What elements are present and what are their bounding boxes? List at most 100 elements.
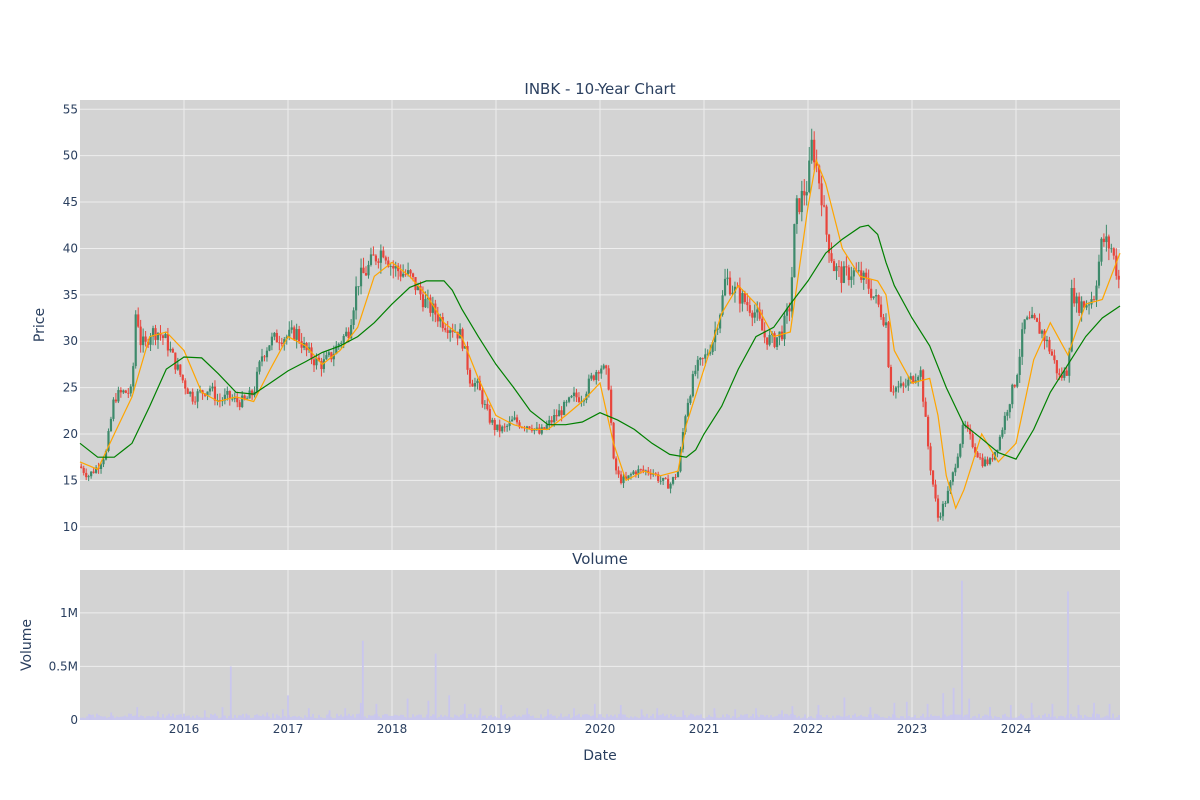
candle-body: [1021, 329, 1024, 357]
candle-body: [538, 427, 541, 434]
volume-bar: [208, 717, 210, 720]
volume-bar: [713, 708, 716, 720]
candle-body: [429, 297, 432, 313]
volume-bar: [388, 715, 390, 720]
candle-body: [922, 370, 925, 402]
candle-body: [936, 498, 940, 518]
candle-body: [1008, 404, 1011, 413]
candle-body: [127, 392, 130, 394]
candle-body: [1117, 275, 1120, 280]
volume-bar: [198, 716, 200, 720]
candle-body: [582, 400, 586, 402]
volume-bar: [786, 714, 788, 720]
candle-body: [818, 165, 821, 184]
volume-bar: [764, 716, 766, 720]
candle-body: [978, 457, 982, 459]
candle-body: [1040, 330, 1044, 334]
volume-bar: [229, 666, 232, 720]
volume-bar: [596, 717, 598, 720]
candle-body: [528, 426, 531, 429]
candle-body: [612, 422, 615, 459]
volume-bar: [314, 718, 316, 720]
volume-bar: [722, 714, 724, 720]
candle-body: [597, 372, 600, 374]
volume-bar: [582, 714, 584, 720]
candle-body: [872, 296, 875, 298]
candle-body: [258, 361, 261, 372]
volume-bar: [252, 717, 254, 720]
candle-body: [1023, 319, 1026, 330]
volume-bar: [846, 716, 848, 720]
volume-bar: [248, 715, 250, 720]
volume-bar: [890, 717, 892, 720]
candle-body: [904, 385, 907, 387]
volume-bar: [446, 716, 448, 720]
volume-bar: [774, 716, 776, 720]
volume-bar: [136, 707, 139, 720]
volume-bar: [878, 715, 880, 720]
volume-bar: [1044, 713, 1046, 720]
candle-body: [857, 270, 860, 272]
volume-bar: [332, 718, 334, 720]
candle-body: [983, 459, 987, 467]
volume-bar: [272, 713, 274, 720]
volume-bar: [1024, 718, 1026, 720]
volume-bar: [772, 717, 774, 720]
candle-body: [211, 386, 214, 389]
price-y-tick-label: 10: [63, 520, 78, 534]
candle-body: [587, 378, 590, 394]
volume-bar: [354, 717, 356, 720]
candle-body: [805, 192, 808, 196]
volume-bar: [134, 715, 136, 720]
volume-bar: [472, 717, 474, 720]
candle-body: [969, 428, 972, 435]
volume-bar: [1070, 714, 1072, 720]
volume-bar: [1067, 591, 1069, 720]
volume-bar: [1014, 717, 1016, 720]
volume-bar: [788, 715, 790, 720]
volume-bar: [358, 713, 360, 720]
volume-bar: [698, 715, 700, 720]
candle-body: [265, 350, 269, 358]
candle-body: [865, 272, 868, 279]
candle-body: [1075, 296, 1078, 304]
candle-body: [986, 459, 989, 464]
volume-bar: [756, 715, 758, 720]
candle-body: [783, 315, 786, 340]
volume-bar: [126, 716, 128, 720]
volume-bar: [898, 718, 900, 720]
candle-body: [686, 402, 690, 417]
volume-bar: [80, 717, 82, 720]
candle-body: [607, 368, 610, 390]
volume-bar: [440, 714, 442, 720]
volume-bar: [1036, 717, 1038, 720]
volume-bar: [278, 715, 280, 720]
volume-bar: [1086, 716, 1088, 720]
volume-bar: [706, 716, 708, 720]
candle-body: [1001, 429, 1004, 437]
candle-body: [1068, 351, 1071, 376]
candle-body: [280, 342, 283, 345]
volume-bar: [1106, 715, 1108, 720]
volume-bar: [250, 717, 252, 720]
volume-bar: [372, 715, 374, 720]
candle-body: [379, 250, 382, 263]
candle-body: [590, 375, 593, 379]
volume-bar: [858, 715, 860, 720]
candle-body: [246, 398, 249, 400]
volume-bar: [298, 716, 300, 720]
candle-body: [795, 198, 798, 225]
volume-bar: [642, 715, 644, 720]
candle-body: [832, 261, 836, 272]
candle-body: [367, 264, 370, 276]
volume-bar: [688, 715, 690, 720]
date-x-tick-label: 2018: [377, 722, 408, 736]
volume-bar: [720, 717, 722, 720]
volume-bar: [694, 716, 696, 720]
candle-body: [1070, 287, 1073, 352]
volume-bar: [702, 718, 704, 720]
candle-body: [666, 478, 670, 489]
volume-bar: [366, 718, 368, 720]
volume-bar: [1118, 714, 1120, 720]
chart-title: INBK - 10-Year Chart: [524, 80, 675, 98]
